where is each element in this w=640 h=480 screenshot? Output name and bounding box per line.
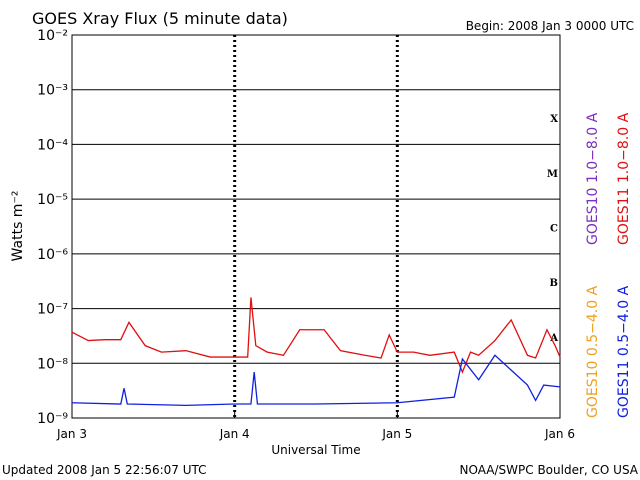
legend-entry: GOES10 0.5−4.0 A <box>585 285 601 418</box>
series-line <box>71 297 561 374</box>
x-tick-label: Jan 3 <box>56 427 87 441</box>
y-tick-label: 10⁻⁷ <box>37 302 68 318</box>
x-axis-label: Universal Time <box>271 443 360 457</box>
class-label: A <box>549 333 558 344</box>
class-label: M <box>547 169 558 180</box>
y-tick-label: 10⁻⁵ <box>37 192 68 208</box>
series-line <box>71 354 561 407</box>
y-tick-label: 10⁻⁶ <box>37 247 68 263</box>
y-tick-label: 10⁻⁸ <box>37 356 68 372</box>
y-tick-label: 10⁻³ <box>37 83 68 99</box>
y-tick-label: 10⁻⁹ <box>37 411 68 427</box>
x-tick-label: Jan 4 <box>219 427 250 441</box>
legend-entry: GOES11 1.0−8.0 A <box>616 112 632 245</box>
y-tick-label: 10⁻⁴ <box>37 137 68 153</box>
class-label: C <box>550 224 558 235</box>
footer-left: Updated 2008 Jan 5 22:56:07 UTC <box>2 463 207 477</box>
chart-subtitle: Begin: 2008 Jan 3 0000 UTC <box>466 19 634 33</box>
footer-right: NOAA/SWPC Boulder, CO USA <box>460 463 639 477</box>
y-axis-label: Watts m⁻² <box>10 191 26 262</box>
chart-title: GOES Xray Flux (5 minute data) <box>32 9 288 28</box>
class-label: X <box>550 114 558 125</box>
y-tick-label: 10⁻² <box>37 28 68 44</box>
legend-entry: GOES11 0.5−4.0 A <box>616 285 632 418</box>
plot-frame <box>71 34 561 419</box>
legend-entry: GOES10 1.0−8.0 A <box>585 112 601 245</box>
x-tick-label: Jan 6 <box>544 427 575 441</box>
class-label: B <box>550 278 558 289</box>
x-tick-label: Jan 5 <box>381 427 412 441</box>
